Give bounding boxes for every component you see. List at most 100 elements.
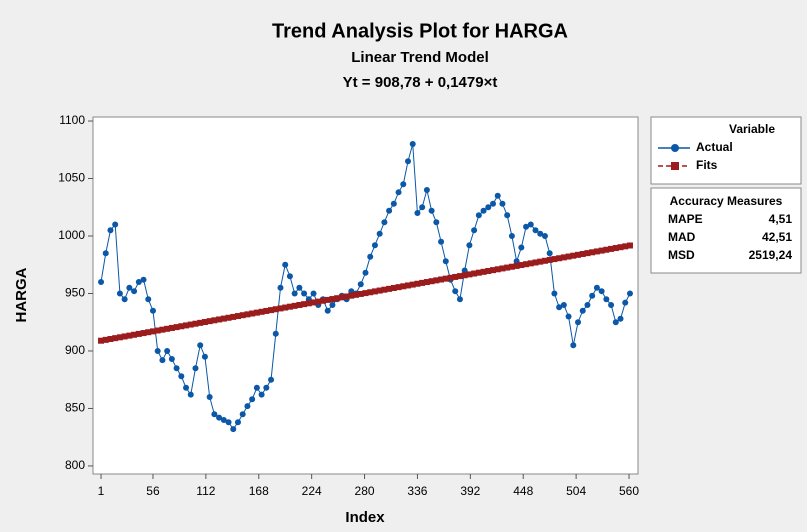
actual-marker [164,347,171,354]
fit-marker [376,287,383,294]
fit-marker [371,288,378,295]
fit-marker [173,324,180,331]
fit-marker [381,286,388,293]
fit-marker [305,300,312,307]
actual-marker [310,290,317,297]
fit-marker [253,309,260,316]
actual-marker [258,391,265,398]
fit-marker [395,284,402,291]
actual-marker [329,301,336,308]
fit-marker [532,259,539,266]
actual-marker [565,313,572,320]
x-tick-label: 168 [249,484,269,498]
y-tick-label: 950 [65,286,85,300]
legend-marker [671,162,679,170]
actual-marker [201,353,208,360]
actual-marker [541,233,548,239]
actual-marker [589,292,596,299]
actual-marker [121,296,128,303]
accuracy-box [650,187,802,274]
actual-marker [386,207,393,214]
actual-marker [282,261,289,268]
fit-marker [206,318,213,325]
accuracy-value: 4,51 [769,212,793,226]
actual-marker [461,267,468,274]
actual-marker [168,356,175,363]
actual-marker [220,416,227,423]
fit-marker [499,265,506,272]
actual-marker [98,278,105,285]
actual-marker [513,258,520,265]
actual-marker [206,393,213,400]
fit-marker [315,298,322,305]
actual-marker [560,301,567,308]
fit-marker [508,263,515,270]
actual-marker [452,288,459,295]
actual-marker [442,258,449,265]
fit-marker [329,296,336,303]
fit-marker [258,308,265,315]
actual-marker [362,269,369,276]
fit-marker [159,326,166,333]
actual-marker [400,181,407,188]
actual-marker [593,284,600,291]
actual-marker [178,373,185,380]
fit-marker [419,279,426,286]
fit-marker [187,321,194,328]
fit-marker [466,271,473,278]
fit-marker [319,297,326,304]
actual-marker [480,207,487,214]
actual-marker [154,347,161,354]
fit-marker [239,312,246,319]
x-tick-label: 280 [355,484,375,498]
x-tick-label: 560 [619,484,639,498]
actual-marker [192,365,199,372]
fit-marker [471,270,478,277]
fit-marker [107,336,114,343]
actual-marker [603,296,610,303]
fit-marker [230,313,237,320]
actual-marker [371,242,378,249]
actual-marker [296,284,303,291]
fit-marker [168,324,175,331]
fit-marker [414,280,421,287]
fit-marker [149,328,156,335]
actual-marker [277,284,284,291]
actual-marker [116,290,123,297]
actual-marker [466,242,473,249]
actual-marker [471,227,478,234]
fit-marker [570,252,577,259]
actual-marker [301,290,308,297]
actual-marker [570,342,577,349]
accuracy-value: 2519,24 [749,248,793,262]
actual-marker [626,290,633,297]
actual-marker [253,384,260,391]
fit-marker [579,250,586,257]
legend-title: Variable [729,122,775,136]
actual-marker [438,238,445,245]
x-tick-label: 224 [302,484,322,498]
actual-marker [216,414,223,421]
fit-marker [612,245,619,252]
fit-marker [225,314,232,321]
fit-marker [386,285,393,292]
actual-marker [414,210,421,217]
fit-marker [301,301,308,308]
fit-marker [603,246,610,253]
actual-marker [612,319,619,326]
fit-marker [291,302,298,309]
fit-marker [362,290,369,297]
actual-marker [622,299,629,306]
y-tick-label: 1050 [58,171,85,185]
actual-marker [523,223,530,230]
actual-marker [126,284,133,291]
fit-marker [353,291,360,298]
fit-marker [490,267,497,274]
fit-marker [140,330,147,337]
legend-label: Actual [696,140,733,154]
actual-marker [419,204,426,211]
actual-marker [197,342,204,349]
fit-marker [343,293,350,300]
actual-marker [173,365,180,372]
fit-marker [211,317,218,324]
